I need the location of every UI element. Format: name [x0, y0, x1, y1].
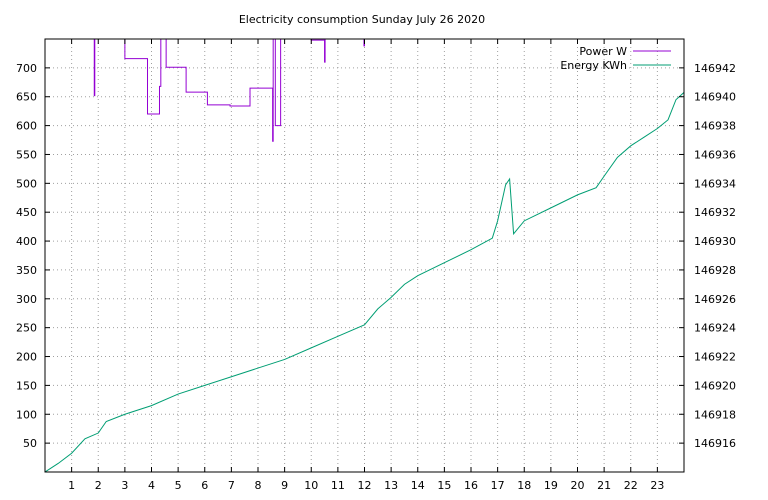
- x-tick-label: 11: [331, 479, 345, 492]
- chart-title: Electricity consumption Sunday July 26 2…: [239, 13, 485, 26]
- y-tick-label: 400: [16, 235, 37, 248]
- x-tick-label: 10: [304, 479, 318, 492]
- x-tick-label: 5: [175, 479, 182, 492]
- y2-tick-label: 146930: [694, 235, 736, 248]
- y2-tick-label: 146938: [694, 120, 736, 133]
- x-tick-label: 17: [491, 479, 505, 492]
- y-tick-labels: 50 100 150 200 250 300 350 400 450 500 550 600 650 70…: [16, 62, 37, 450]
- plot-series: [45, 39, 684, 472]
- x-tick-label: 12: [358, 479, 372, 492]
- y2-tick-label: 146924: [694, 322, 736, 335]
- y2-tick-label: 146926: [694, 293, 736, 306]
- y2-tick-label: 146942: [694, 62, 736, 75]
- x-tick-label: 16: [464, 479, 478, 492]
- x-tick-label: 22: [624, 479, 638, 492]
- y-tick-label: 150: [16, 379, 37, 392]
- y2-tick-label: 146920: [694, 379, 736, 392]
- x-tick-label: 13: [384, 479, 398, 492]
- legend-label-power: Power W: [579, 45, 627, 58]
- series-line-energy: [45, 92, 684, 472]
- x-tick-label: 7: [228, 479, 235, 492]
- y-tick-label: 550: [16, 148, 37, 161]
- x-tick-label: 18: [517, 479, 531, 492]
- y2-tick-label: 146940: [694, 91, 736, 104]
- y2-tick-label: 146934: [694, 177, 736, 190]
- y2-tick-label: 146918: [694, 408, 736, 421]
- y-tick-label: 200: [16, 351, 37, 364]
- y2-tick-label: 146916: [694, 437, 736, 450]
- x-tick-label: 19: [544, 479, 558, 492]
- x-tick-labels: 1 2 3 4 5 6 7 8 9 10 11 12 13 14 15 16 17 18 19 20 21 22 23: [68, 479, 664, 492]
- x-tick-label: 14: [411, 479, 425, 492]
- x-tick-label: 9: [281, 479, 288, 492]
- x-tick-label: 2: [95, 479, 102, 492]
- x-tick-label: 20: [571, 479, 585, 492]
- x-tick-label: 4: [148, 479, 155, 492]
- y-tick-label: 350: [16, 264, 37, 277]
- y2-tick-labels: 146916 146918 146920 146922 146924 146926 1469…: [694, 62, 736, 450]
- grid: [45, 39, 684, 472]
- x-tick-label: 21: [597, 479, 611, 492]
- x-tick-label: 8: [255, 479, 262, 492]
- y-tick-label: 700: [16, 62, 37, 75]
- y2-tick-label: 146936: [694, 148, 736, 161]
- y-tick-label: 650: [16, 91, 37, 104]
- y-tick-label: 50: [23, 437, 37, 450]
- legend: Power W Energy KWh: [560, 45, 671, 72]
- y2-tick-label: 146922: [694, 351, 736, 364]
- series-line-power: [93, 39, 365, 142]
- y-tick-label: 450: [16, 206, 37, 219]
- x-tick-label: 1: [68, 479, 75, 492]
- y-tick-label: 600: [16, 120, 37, 133]
- y2-tick-label: 146932: [694, 206, 736, 219]
- x-tick-label: 15: [437, 479, 451, 492]
- y-tick-label: 500: [16, 177, 37, 190]
- legend-label-energy: Energy KWh: [560, 59, 627, 72]
- x-tick-label: 6: [201, 479, 208, 492]
- y-tick-label: 250: [16, 322, 37, 335]
- axis-ticks: [45, 39, 684, 472]
- x-tick-label: 23: [650, 479, 664, 492]
- x-tick-label: 3: [121, 479, 128, 492]
- y-tick-label: 100: [16, 408, 37, 421]
- y-tick-label: 300: [16, 293, 37, 306]
- y2-tick-label: 146928: [694, 264, 736, 277]
